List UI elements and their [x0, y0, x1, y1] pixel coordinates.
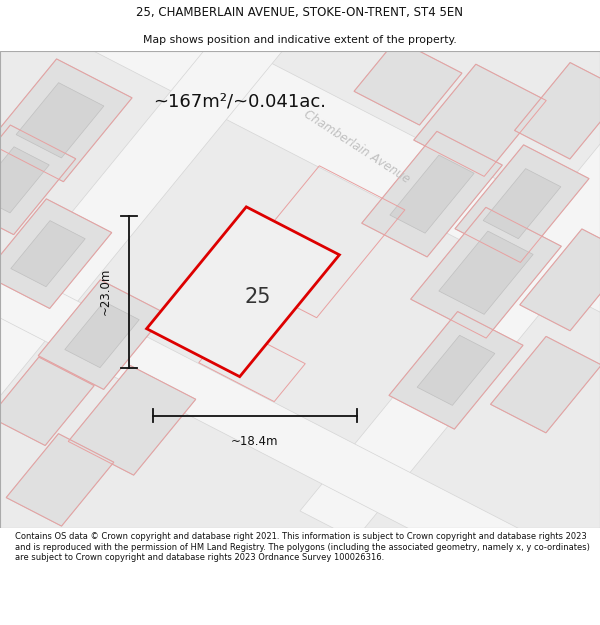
Text: Chamberlain Avenue: Chamberlain Avenue — [302, 107, 412, 186]
Polygon shape — [68, 366, 196, 475]
Polygon shape — [0, 16, 288, 563]
Polygon shape — [491, 336, 600, 433]
Polygon shape — [483, 169, 561, 239]
Polygon shape — [0, 0, 600, 362]
Polygon shape — [414, 64, 546, 176]
Polygon shape — [410, 208, 562, 338]
Polygon shape — [0, 125, 76, 234]
Polygon shape — [65, 302, 139, 368]
Polygon shape — [146, 207, 340, 377]
Polygon shape — [439, 231, 533, 314]
Polygon shape — [38, 280, 166, 389]
Polygon shape — [354, 39, 462, 125]
Polygon shape — [515, 62, 600, 159]
Polygon shape — [0, 256, 600, 625]
Polygon shape — [390, 155, 474, 233]
Text: 25: 25 — [245, 286, 271, 306]
Text: ~23.0m: ~23.0m — [98, 268, 112, 316]
Polygon shape — [362, 131, 502, 257]
Polygon shape — [389, 311, 523, 429]
Polygon shape — [0, 199, 112, 309]
Polygon shape — [417, 335, 495, 406]
Text: Map shows position and indicative extent of the property.: Map shows position and indicative extent… — [143, 35, 457, 45]
Polygon shape — [520, 229, 600, 331]
Polygon shape — [0, 147, 49, 213]
Polygon shape — [0, 357, 94, 446]
Polygon shape — [455, 145, 589, 262]
Polygon shape — [16, 82, 104, 158]
Text: ~18.4m: ~18.4m — [231, 435, 279, 448]
Text: ~167m²/~0.041ac.: ~167m²/~0.041ac. — [154, 92, 326, 110]
Polygon shape — [11, 221, 85, 287]
Text: Contains OS data © Crown copyright and database right 2021. This information is : Contains OS data © Crown copyright and d… — [15, 532, 590, 562]
Polygon shape — [300, 0, 600, 539]
Polygon shape — [0, 59, 132, 182]
Polygon shape — [6, 434, 114, 526]
Text: 25, CHAMBERLAIN AVENUE, STOKE-ON-TRENT, ST4 5EN: 25, CHAMBERLAIN AVENUE, STOKE-ON-TRENT, … — [137, 6, 464, 19]
